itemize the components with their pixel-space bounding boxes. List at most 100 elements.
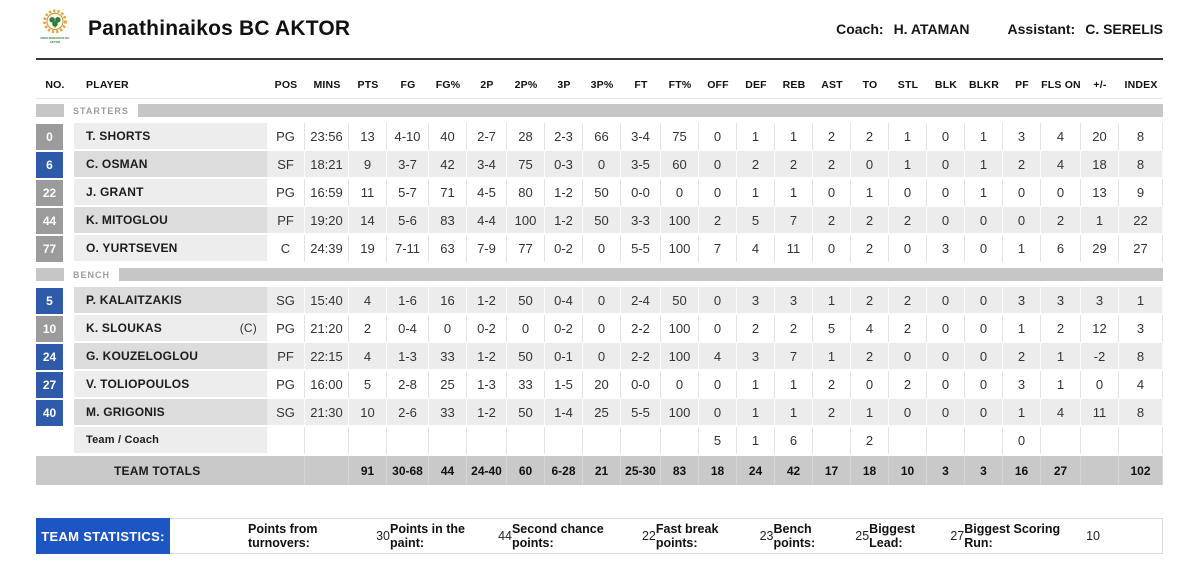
stat-cell: 0 (927, 287, 965, 315)
player-row[interactable]: 40 M. GRIGONIS SG 21:30 10 2-6 33 1-2 50 1-4 25 5-5… (36, 399, 1163, 427)
stat-cell: 2-6 (387, 399, 429, 427)
totals-stat-cell: 10 (889, 456, 927, 485)
stat-cell: 2 (737, 315, 775, 343)
stat-cell: 0-3 (545, 151, 583, 179)
stat-cell (545, 427, 583, 455)
stat-cell: 63 (429, 235, 467, 263)
stat-cell: 10 (349, 399, 387, 427)
player-name: T. SHORTS (86, 129, 151, 143)
jersey-number-cell: 0 (36, 123, 74, 151)
stat-cell: 5 (813, 315, 851, 343)
team-stat-item: Points from turnovers: 30 (248, 522, 390, 550)
player-row[interactable]: 5 P. KALAITZAKIS SG 15:40 4 1-6 16 1-2 50 0-4 0 2-4… (36, 287, 1163, 315)
stat-cell: 14 (349, 207, 387, 235)
stat-cell: 4 (349, 287, 387, 315)
stat-cell (1081, 427, 1119, 455)
stat-cell: 0 (661, 179, 699, 207)
stat-cell: 5-5 (621, 235, 661, 263)
jersey-number-badge: 0 (36, 124, 63, 150)
player-row[interactable]: 6 C. OSMAN SF 18:21 9 3-7 42 3-4 75 0-3 0 3-5 60 0 2 2 2… (36, 151, 1163, 179)
stat-cell: 0-2 (545, 315, 583, 343)
stat-cell: 5-5 (621, 399, 661, 427)
stat-cell: 0-1 (545, 343, 583, 371)
player-row[interactable]: 10 K. SLOUKAS (C) PG 21:20 2 0-4 0 0-2 0 0-2 0 2-2 10… (36, 315, 1163, 343)
stat-cell: 33 (429, 399, 467, 427)
stat-cell: 0-4 (387, 315, 429, 343)
stat-cell (927, 427, 965, 455)
jersey-number-cell: 6 (36, 151, 74, 179)
stat-cell (889, 427, 927, 455)
jersey-number-cell: 44 (36, 207, 74, 235)
stat-cell: 0 (813, 235, 851, 263)
totals-spacer (36, 456, 74, 485)
stat-cell: 9 (1119, 179, 1163, 207)
stat-cell: 2-3 (545, 123, 583, 151)
stat-cell: 100 (661, 399, 699, 427)
totals-stat-cell: 17 (813, 456, 851, 485)
stat-cell: 0 (583, 151, 621, 179)
player-name-cell: J. GRANT (74, 179, 267, 207)
stat-cell: 2 (851, 343, 889, 371)
stat-cell: 0 (583, 287, 621, 315)
stat-cell (661, 427, 699, 455)
player-name-cell: T. SHORTS (74, 123, 267, 151)
stat-cell: 20 (1081, 123, 1119, 151)
stat-cell: SG (267, 399, 305, 427)
stat-cell: 8 (1119, 123, 1163, 151)
totals-stat-cell: 44 (429, 456, 467, 485)
stat-cell: 0 (1003, 207, 1041, 235)
totals-label: TEAM TOTALS (74, 456, 267, 485)
section-bar-fill (137, 104, 1163, 117)
player-row[interactable]: 22 J. GRANT PG 16:59 11 5-7 71 4-5 80 1-2 50 0-0 0 0 1… (36, 179, 1163, 207)
team-stat-label: Fast break points: (655, 522, 719, 550)
stat-cell: 33 (507, 371, 545, 399)
player-row[interactable]: 24 G. KOUZELOGLOU PF 22:15 4 1-3 33 1-2 50 0-1 0 2-… (36, 343, 1163, 371)
stat-cell: 0 (1041, 179, 1081, 207)
jersey-number-badge: 6 (36, 152, 63, 178)
stat-cell (467, 427, 507, 455)
stat-cell: 20 (583, 371, 621, 399)
column-header-3p: 3P (557, 79, 571, 91)
stat-cell: 11 (349, 179, 387, 207)
stat-cell: 2 (699, 207, 737, 235)
stat-cell: SG (267, 287, 305, 315)
jersey-number-cell: 77 (36, 235, 74, 263)
stat-cell: 3 (1041, 287, 1081, 315)
section-bar-fill (119, 268, 1163, 281)
totals-stat-cell (1081, 456, 1119, 485)
stat-cell: 22 (1119, 207, 1163, 235)
stat-cell (583, 427, 621, 455)
player-row[interactable]: 77 O. YURTSEVEN C 24:39 19 7-11 63 7-9 77 0-2 0 5-5… (36, 235, 1163, 263)
stat-cell: 75 (661, 123, 699, 151)
team-statistics-bar: TEAM STATISTICS: Points from turnovers: 3… (36, 518, 1163, 554)
stat-cell: 50 (583, 207, 621, 235)
stat-cell: 8 (1119, 343, 1163, 371)
stat-cell: 2 (737, 151, 775, 179)
stat-cell: 3 (927, 235, 965, 263)
stat-cell: 2 (813, 123, 851, 151)
stat-cell: 0 (927, 207, 965, 235)
stat-cell: 1 (851, 179, 889, 207)
team-stat-item: Points in the paint: 44 (390, 522, 512, 550)
stat-cell: 1 (1003, 399, 1041, 427)
stat-cell: 0 (927, 315, 965, 343)
stat-cell: 3-4 (621, 123, 661, 151)
player-name-cell: K. MITOGLOU (74, 207, 267, 235)
player-name: M. GRIGONIS (86, 405, 165, 419)
totals-stat-cell: 42 (775, 456, 813, 485)
player-row[interactable]: 44 K. MITOGLOU PF 19:20 14 5-6 83 4-4 100 1-2 50 3-… (36, 207, 1163, 235)
stat-cell: 5-7 (387, 179, 429, 207)
stat-cell: 0 (699, 151, 737, 179)
stat-cell: 1 (775, 123, 813, 151)
stat-cell: 1 (775, 179, 813, 207)
stat-cell: 4 (737, 235, 775, 263)
stat-cell: 0 (813, 179, 851, 207)
stat-cell: 2 (851, 207, 889, 235)
stat-cell: 4-10 (387, 123, 429, 151)
coaches-info: Coach: H. ATAMAN Assistant: C. SERELIS (836, 21, 1163, 37)
player-row[interactable]: 27 V. TOLIOPOULOS PG 16:00 5 2-8 25 1-3 33 1-5 20 0… (36, 371, 1163, 399)
stat-cell: -2 (1081, 343, 1119, 371)
player-row[interactable]: 0 T. SHORTS PG 23:56 13 4-10 40 2-7 28 2-3 66 3-4 75… (36, 123, 1163, 151)
stat-cell: 1 (1041, 371, 1081, 399)
stat-cell: 2 (1003, 151, 1041, 179)
